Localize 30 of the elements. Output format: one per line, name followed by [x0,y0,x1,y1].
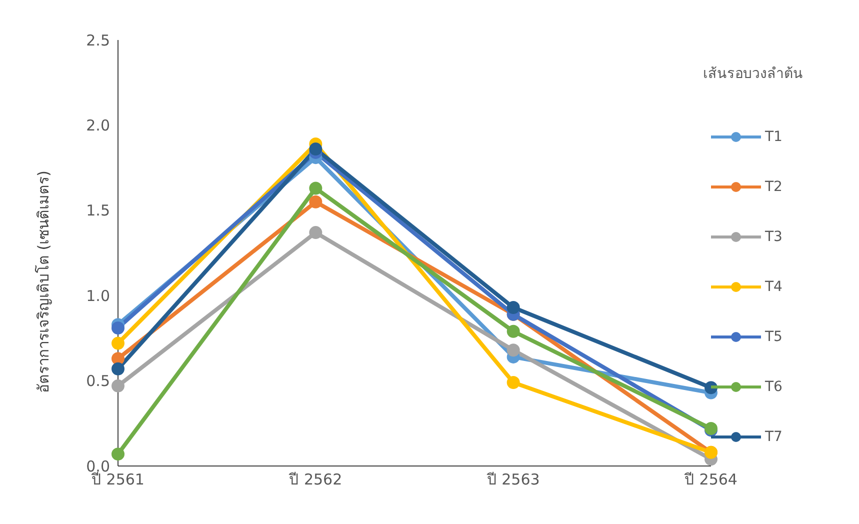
legend-label: T3 [765,229,782,245]
legend-label: T6 [765,379,782,395]
y-tick-label: 2.5 [86,31,110,50]
legend-label: T1 [765,129,782,145]
point [112,336,124,350]
x-tick-label: ปี 2563 [486,470,540,489]
y-axis-title: อัตราการเจริญเติบโต (เซนติเมตร) [34,170,52,393]
point [112,321,124,334]
point [506,344,520,357]
legend-label: T2 [765,179,782,195]
y-tick-label: 2.0 [86,116,110,135]
x-tick-label: ปี 2564 [684,470,738,489]
legend-title: เส้นรอบวงลำต้น [703,65,804,84]
point [506,301,520,314]
point [506,376,520,390]
point [112,379,124,392]
legend-label: T4 [765,279,782,295]
y-tick-label: 1.0 [86,286,110,305]
point [309,195,322,208]
legend-label: T7 [765,429,782,445]
x-tick-label: ปี 2562 [288,470,342,489]
point [309,142,322,156]
y-tick-label: 0.5 [86,372,110,390]
y-tick-label: 1.5 [86,202,110,220]
point [112,448,124,461]
legend-label: T5 [765,329,782,345]
point [112,362,124,376]
point [309,182,322,195]
point [309,226,322,240]
point [506,324,520,338]
